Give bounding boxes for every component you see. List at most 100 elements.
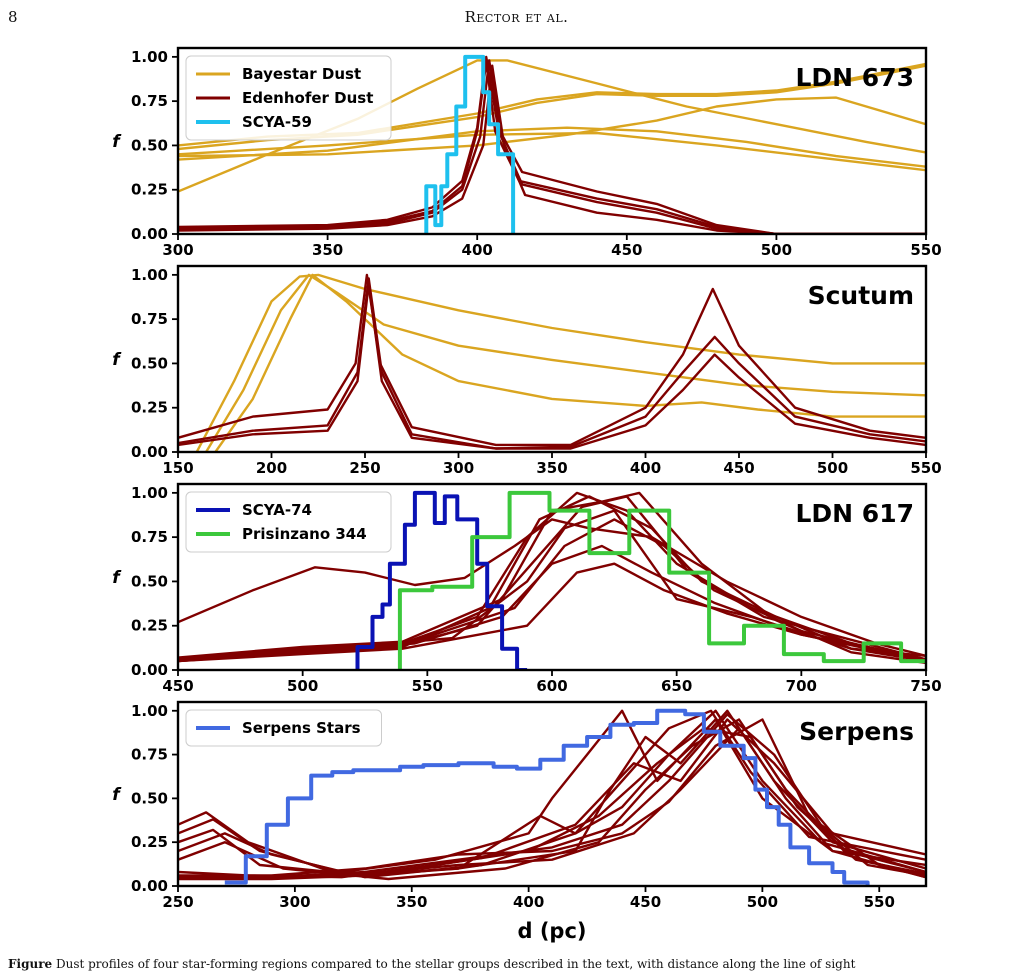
legend-entry: Prisinzano 344 [242,525,367,543]
x-tick-label: 450 [630,893,661,911]
x-tick-label: 450 [611,241,642,259]
legend-entry: Serpens Stars [242,719,361,737]
legend-entry: Edenhofer Dust [242,89,373,107]
x-tick-label: 250 [162,893,193,911]
histogram-series [397,490,926,670]
y-tick-label: 0.00 [131,225,168,243]
x-tick-label: 500 [761,241,792,259]
panel-title: Serpens [799,717,914,746]
plot-area [178,490,926,670]
caption-text: Dust profiles of four star-forming regio… [55,957,856,971]
y-tick-label: 0.75 [131,528,168,546]
dust-profile-line [178,282,926,450]
page-number: 8 [8,8,18,26]
x-tick-label: 300 [443,459,474,477]
x-tick-label: 350 [396,893,427,911]
running-head: Rector et al. [464,8,569,26]
x-tick-label: 400 [630,459,661,477]
histogram-series [224,708,870,886]
x-tick-label: 750 [910,677,941,695]
x-tick-label: 450 [723,459,754,477]
y-tick-label: 0.50 [131,354,168,372]
y-tick-label: 0.25 [131,399,168,417]
dust-profile-line [214,273,926,452]
dust-profile-line [178,718,926,877]
x-tick-label: 350 [536,459,567,477]
page-header: 8 Rector et al. [0,0,1033,40]
y-tick-label: 1.00 [131,266,168,284]
dust-profile-line [178,709,926,881]
legend-box [185,55,392,141]
chart-panel-4: 250 300 350 400 450 500 550 0.00 0.25 0.50 0.75 1.0… [112,700,928,943]
dust-profile-line [205,273,926,452]
legend-entry: SCYA-59 [242,113,312,131]
dust-profile-line [195,273,926,452]
x-tick-label: 300 [279,893,310,911]
x-tick-label: 150 [162,459,193,477]
y-tick-label: 0.75 [131,310,168,328]
y-tick-label: 0.00 [131,877,168,895]
y-tick-label: 0.75 [131,92,168,110]
y-tick-label: 0.50 [131,789,168,807]
legend-entry: Bayestar Dust [242,65,361,83]
dust-profile-line [178,55,926,234]
legend: Bayestar Dust Edenhofer Dust SCYA-59 [185,55,392,141]
plot-frame [176,46,928,236]
x-tick-label: 300 [162,241,193,259]
x-tick-label: 550 [910,241,941,259]
x-tick-label: 550 [910,459,941,477]
dust-profile-line [178,727,926,879]
x-tick-label: 500 [287,677,318,695]
x-tick-label: 350 [312,241,343,259]
plot-area [178,708,926,886]
y-tick-label: 0.00 [131,661,168,679]
legend-box [185,709,382,747]
x-tick-label: 600 [536,677,567,695]
plot-area [178,273,926,452]
plot-frame [176,700,928,888]
legend: Serpens Stars [185,709,382,747]
panel-title: LDN 673 [796,63,915,92]
figure-caption: Figure Dust profiles of four star-formin… [8,957,1033,971]
x-tick-label: 550 [412,677,443,695]
dust-profile-line [178,96,926,158]
x-tick-label: 700 [786,677,817,695]
legend-entry: SCYA-74 [242,501,312,519]
chart-panel-3: 450 500 550 600 650 700 750 0.00 0.25 0.50 0.75 1.0… [112,482,942,695]
legend-box [185,491,392,553]
x-tick-label: 200 [256,459,287,477]
y-axis-label: f [112,785,122,805]
caption-label: Figure [8,957,53,971]
x-tick-label: 500 [817,459,848,477]
x-tick-label: 500 [747,893,778,911]
y-axis-label: f [112,350,122,370]
x-tick-label: 400 [513,893,544,911]
x-tick-label: 450 [162,677,193,695]
y-tick-label: 1.00 [131,484,168,502]
histogram-series [424,54,516,234]
dust-profile-line [178,718,926,877]
dust-profile-line [178,64,926,234]
legend: SCYA-74 Prisinzano 344 [185,491,392,553]
chart-panel-1: 300 350 400 450 500 550 0.00 0.25 0.50 0.75 1.00 f L… [112,46,942,259]
dust-profile-line [178,59,926,234]
y-tick-label: 0.25 [131,181,168,199]
dust-profile-line [178,718,926,881]
y-tick-label: 1.00 [131,48,168,66]
y-tick-label: 0.50 [131,572,168,590]
panel-title: Scutum [808,281,914,310]
panel-title: LDN 617 [796,499,915,528]
dust-profile-line [178,126,926,168]
x-axis-label: d (pc) [517,919,586,943]
dust-profile-line [178,709,926,879]
y-tick-label: 0.25 [131,617,168,635]
dust-profile-line [178,273,926,447]
x-tick-label: 400 [462,241,493,259]
y-tick-label: 0.50 [131,136,168,154]
dust-profile-line [178,562,926,663]
y-tick-label: 0.25 [131,833,168,851]
x-tick-label: 650 [661,677,692,695]
dust-profile-line [178,131,926,172]
histogram-series [355,490,528,670]
